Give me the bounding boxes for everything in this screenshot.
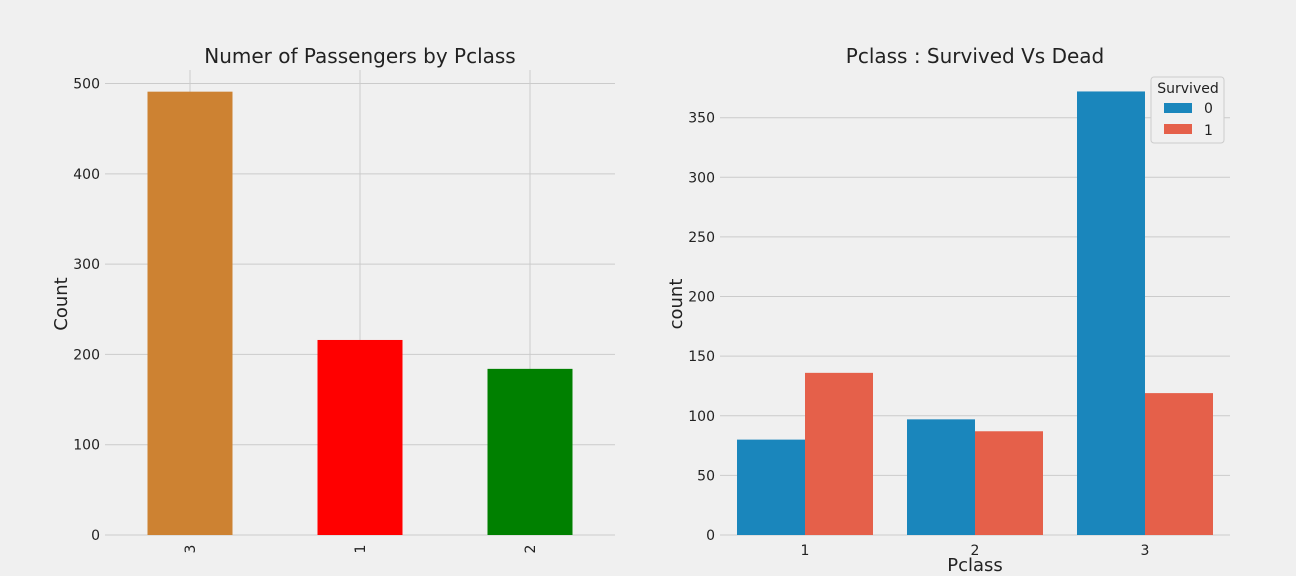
y-ticks: 0 50 100 150 200 250 300 350 (688, 111, 715, 544)
x-ticks: 1 2 3 (801, 543, 1150, 559)
bars (147, 91, 573, 535)
y-tick-label: 200 (73, 347, 100, 363)
x-tick-label: 1 (353, 545, 369, 554)
y-tick-label: 350 (688, 111, 715, 127)
bars (737, 91, 1213, 535)
y-tick-label: 300 (73, 257, 100, 273)
x-tick-label: 2 (971, 543, 980, 559)
y-tick-label: 0 (91, 528, 100, 544)
legend: Survived 0 1 (1150, 76, 1225, 144)
bar-pclass-2 (487, 368, 573, 535)
y-tick-label: 250 (688, 230, 715, 246)
y-tick-label: 150 (688, 349, 715, 365)
y-tick-label: 100 (73, 438, 100, 454)
x-ticks: 3 1 2 (183, 545, 539, 554)
legend-title: Survived (1157, 81, 1218, 97)
y-tick-label: 200 (688, 290, 715, 306)
bar-pclass-2-survived-1 (975, 431, 1043, 535)
legend-swatch-1 (1164, 124, 1192, 134)
x-tick-label: 3 (1141, 543, 1150, 559)
chart-survived-vs-dead: 0 50 100 150 200 250 300 350 1 2 3 Pclass : Survi… (666, 44, 1230, 576)
bar-pclass-3-survived-1 (1145, 393, 1213, 535)
y-axis-label: count (666, 279, 687, 330)
chart-title: Pclass : Survived Vs Dead (846, 44, 1104, 68)
y-tick-label: 300 (688, 170, 715, 186)
bar-pclass-2-survived-0 (907, 419, 975, 535)
y-tick-label: 0 (706, 528, 715, 544)
y-tick-label: 400 (73, 167, 100, 183)
chart-title: Numer of Passengers by Pclass (204, 44, 515, 68)
x-axis-label: Pclass (947, 555, 1003, 576)
x-tick-label: 2 (523, 545, 539, 554)
bar-pclass-3-survived-0 (1077, 91, 1145, 535)
legend-label-0: 0 (1204, 101, 1213, 117)
bar-pclass-1-survived-0 (737, 439, 805, 535)
bar-pclass-1-survived-1 (805, 372, 873, 535)
y-tick-label: 50 (697, 468, 715, 484)
bar-pclass-1 (317, 339, 403, 535)
legend-swatch-0 (1164, 103, 1192, 113)
bar-pclass-3 (147, 91, 233, 535)
chart-passengers-by-pclass: 0 100 200 300 400 500 3 1 2 Numer of Passengers… (51, 44, 615, 553)
y-axis-label: Count (51, 277, 72, 330)
legend-label-1: 1 (1204, 123, 1213, 139)
y-ticks: 0 100 200 300 400 500 (73, 77, 100, 544)
x-tick-label: 3 (183, 545, 199, 554)
y-tick-label: 500 (73, 77, 100, 93)
y-tick-label: 100 (688, 409, 715, 425)
x-tick-label: 1 (801, 543, 810, 559)
